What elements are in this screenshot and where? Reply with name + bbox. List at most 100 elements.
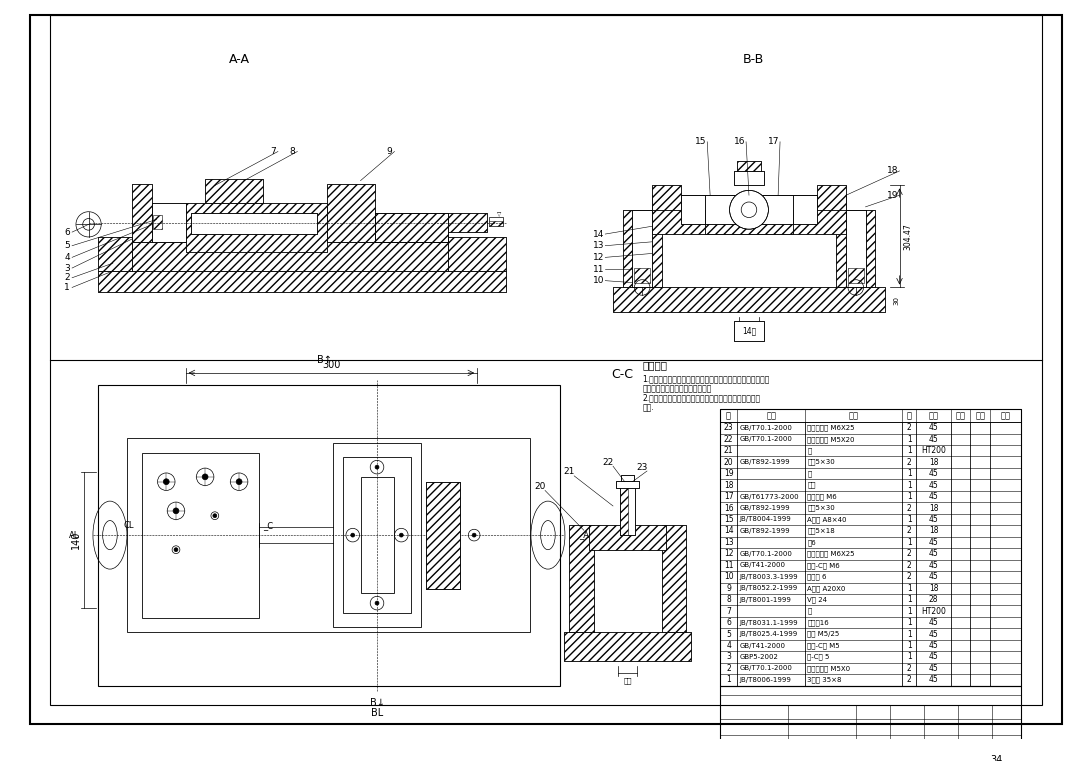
Bar xyxy=(186,203,327,252)
Bar xyxy=(98,384,559,686)
Text: 座: 座 xyxy=(807,608,811,614)
Text: GB/T41-2000: GB/T41-2000 xyxy=(739,642,785,648)
Text: 13: 13 xyxy=(724,538,734,547)
Text: 1: 1 xyxy=(726,676,731,684)
Text: 1: 1 xyxy=(906,538,912,547)
Bar xyxy=(132,183,152,242)
Circle shape xyxy=(213,514,217,517)
Bar xyxy=(735,171,763,186)
Text: 标准: 标准 xyxy=(767,411,776,420)
Text: 28: 28 xyxy=(929,595,938,604)
Bar xyxy=(360,477,393,594)
Text: 销-C级 5: 销-C级 5 xyxy=(807,654,830,661)
Text: 1: 1 xyxy=(64,283,70,292)
Text: 规格: 规格 xyxy=(624,677,632,684)
Text: 垫片 M5/25: 垫片 M5/25 xyxy=(807,631,840,638)
Bar xyxy=(565,632,691,661)
Text: 2: 2 xyxy=(64,273,70,282)
Text: _C: _C xyxy=(263,521,273,530)
Text: A型键 A8×40: A型键 A8×40 xyxy=(807,516,846,523)
Text: 10: 10 xyxy=(724,572,734,581)
Text: 19: 19 xyxy=(887,191,899,199)
Bar xyxy=(426,482,460,588)
Bar xyxy=(846,210,866,288)
Text: BL: BL xyxy=(371,708,383,718)
Text: GB/T61773-2000: GB/T61773-2000 xyxy=(739,494,799,499)
Bar xyxy=(132,242,448,271)
Text: 20: 20 xyxy=(534,482,546,491)
Text: 4: 4 xyxy=(726,641,731,650)
Text: 45: 45 xyxy=(928,481,938,489)
Bar xyxy=(616,481,639,489)
Bar xyxy=(569,525,594,632)
Text: 2: 2 xyxy=(906,504,912,512)
Text: 22: 22 xyxy=(724,435,734,444)
Bar xyxy=(972,752,1021,761)
Text: 18: 18 xyxy=(887,167,899,176)
Bar xyxy=(190,212,317,234)
Text: 18: 18 xyxy=(929,457,938,466)
Text: 1: 1 xyxy=(906,641,912,650)
Text: 2: 2 xyxy=(906,561,912,570)
Text: _A: _A xyxy=(579,530,589,540)
Text: 名称: 名称 xyxy=(848,411,859,420)
Text: 18: 18 xyxy=(929,504,938,512)
Text: JB/T8052.2-1999: JB/T8052.2-1999 xyxy=(739,585,797,591)
Text: 34: 34 xyxy=(990,756,1002,761)
Text: GBP5-2002: GBP5-2002 xyxy=(739,654,779,660)
Bar xyxy=(817,186,846,210)
Bar xyxy=(448,237,507,271)
Text: 螺钉端16: 螺钉端16 xyxy=(807,619,829,626)
Text: 45: 45 xyxy=(928,572,938,581)
Text: 45: 45 xyxy=(928,549,938,559)
Text: JB/T8003.3-1999: JB/T8003.3-1999 xyxy=(739,574,798,580)
Text: 304.47: 304.47 xyxy=(904,224,913,250)
Text: GB/T70.1-2000: GB/T70.1-2000 xyxy=(739,551,792,557)
Text: 8: 8 xyxy=(289,147,296,156)
Text: GB/T41-2000: GB/T41-2000 xyxy=(739,562,785,568)
Text: C-C: C-C xyxy=(612,368,633,381)
Text: GB/T70.1-2000: GB/T70.1-2000 xyxy=(739,425,792,431)
Bar xyxy=(735,321,763,341)
Text: 45: 45 xyxy=(928,538,938,547)
Bar xyxy=(620,475,634,481)
Bar xyxy=(620,475,634,481)
Bar xyxy=(720,686,1021,761)
Bar xyxy=(613,288,885,312)
Text: A型键 A20X0: A型键 A20X0 xyxy=(807,585,845,591)
Text: 6: 6 xyxy=(64,228,70,237)
Text: 内六角螺钉 M5X0: 内六角螺钉 M5X0 xyxy=(807,665,851,672)
Text: 1: 1 xyxy=(906,584,912,593)
Text: 11: 11 xyxy=(593,265,604,273)
Bar xyxy=(836,210,875,288)
Text: GB/T892-1999: GB/T892-1999 xyxy=(739,528,790,534)
Text: B↓: B↓ xyxy=(369,698,384,708)
Bar xyxy=(622,210,662,288)
Text: 45: 45 xyxy=(928,492,938,501)
Bar xyxy=(846,210,866,288)
Bar xyxy=(737,161,761,171)
Circle shape xyxy=(173,508,179,514)
Circle shape xyxy=(472,533,476,537)
Text: 2: 2 xyxy=(906,423,912,432)
Bar xyxy=(662,525,686,632)
Text: 座: 座 xyxy=(807,447,811,454)
Bar xyxy=(652,196,846,234)
Text: 六角-C级 M5: 六角-C级 M5 xyxy=(807,642,840,649)
Text: 六角-C级 M6: 六角-C级 M6 xyxy=(807,562,840,568)
Text: 140: 140 xyxy=(71,530,81,549)
Text: 12: 12 xyxy=(593,253,604,262)
Text: GB/T892-1999: GB/T892-1999 xyxy=(739,459,790,465)
Bar xyxy=(681,196,817,224)
Text: 45: 45 xyxy=(928,469,938,478)
Bar xyxy=(152,203,186,242)
Bar xyxy=(620,486,628,535)
Bar xyxy=(142,453,259,618)
Circle shape xyxy=(164,479,169,485)
Text: 圆键键 6: 圆键键 6 xyxy=(807,574,827,580)
Text: JB/T8001-1999: JB/T8001-1999 xyxy=(739,597,791,603)
Text: A-A: A-A xyxy=(228,53,250,65)
Text: 2: 2 xyxy=(906,676,912,684)
Text: 14: 14 xyxy=(593,230,604,238)
Text: 数: 数 xyxy=(906,411,912,420)
